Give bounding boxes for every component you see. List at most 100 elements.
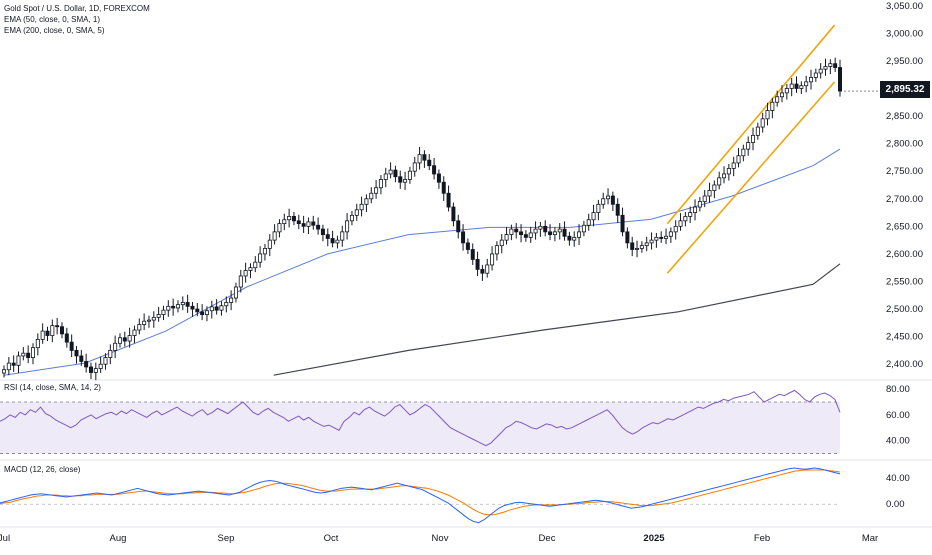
candle-down bbox=[84, 361, 89, 368]
candle-down bbox=[122, 337, 127, 342]
candle-up bbox=[586, 219, 591, 226]
rsi-tick: 80.00 bbox=[886, 384, 910, 395]
candle-down bbox=[88, 366, 93, 373]
candle-up bbox=[736, 155, 741, 164]
candle-up bbox=[760, 118, 765, 128]
candle-down bbox=[200, 311, 205, 315]
candle-down bbox=[838, 67, 843, 92]
candle-up bbox=[40, 330, 45, 340]
candle-up bbox=[253, 261, 258, 269]
candle-up bbox=[209, 306, 214, 312]
candle-down bbox=[610, 195, 615, 205]
candle-up bbox=[417, 154, 422, 164]
candle-down bbox=[195, 308, 200, 313]
candle-up bbox=[146, 319, 151, 322]
x-axis-label: Aug bbox=[110, 533, 127, 544]
candle-down bbox=[461, 231, 466, 244]
candle-up bbox=[707, 190, 712, 197]
candle-up bbox=[364, 198, 369, 205]
candle-up bbox=[30, 347, 35, 358]
candle-down bbox=[446, 192, 451, 208]
macd-tick: 0.00 bbox=[886, 499, 905, 510]
x-axis-label: Oct bbox=[324, 533, 339, 544]
candle-up bbox=[606, 195, 611, 200]
candle-down bbox=[59, 326, 64, 335]
candle-up bbox=[340, 231, 345, 241]
ema50-line bbox=[3, 148, 841, 376]
candle-down bbox=[301, 223, 306, 227]
candle-up bbox=[509, 228, 514, 236]
candle-up bbox=[765, 110, 770, 120]
candle-up bbox=[238, 275, 243, 288]
candle-up bbox=[161, 309, 166, 315]
candle-up bbox=[127, 335, 132, 342]
candle-up bbox=[485, 264, 490, 274]
candle-down bbox=[11, 362, 16, 366]
candle-down bbox=[523, 234, 528, 238]
candle-up bbox=[407, 170, 412, 180]
candle-up bbox=[345, 220, 350, 233]
candle-up bbox=[813, 72, 818, 78]
candle-down bbox=[69, 341, 74, 351]
candle-up bbox=[678, 220, 683, 227]
candle-down bbox=[45, 330, 50, 336]
price-tick: 2,550.00 bbox=[886, 276, 923, 287]
candle-down bbox=[794, 83, 799, 89]
candle-up bbox=[282, 219, 287, 224]
candle-up bbox=[504, 234, 509, 241]
price-tick: 2,750.00 bbox=[886, 166, 923, 177]
last-price-tag: 2,895.32 bbox=[880, 81, 930, 98]
candle-up bbox=[528, 232, 533, 238]
candle-down bbox=[214, 306, 219, 311]
candle-up bbox=[775, 96, 780, 103]
candle-up bbox=[804, 81, 809, 87]
candle-up bbox=[243, 270, 248, 277]
candle-down bbox=[393, 169, 398, 178]
candle-down bbox=[659, 236, 664, 239]
candle-up bbox=[741, 148, 746, 157]
candle-up bbox=[809, 77, 814, 83]
candle-down bbox=[833, 63, 838, 68]
candle-up bbox=[113, 342, 118, 351]
rsi-label: RSI (14, close, SMA, 14, 2) bbox=[4, 383, 101, 392]
candle-up bbox=[499, 239, 504, 247]
price-tick: 2,500.00 bbox=[886, 304, 923, 315]
candle-up bbox=[219, 305, 224, 311]
candle-up bbox=[403, 179, 408, 183]
candle-down bbox=[74, 350, 79, 357]
candle-up bbox=[166, 305, 171, 311]
candle-down bbox=[567, 235, 572, 241]
candle-down bbox=[543, 225, 548, 233]
candle-down bbox=[190, 305, 195, 310]
candle-down bbox=[441, 181, 446, 194]
candle-down bbox=[427, 159, 432, 167]
price-tick: 2,650.00 bbox=[886, 221, 923, 232]
candle-up bbox=[108, 350, 113, 358]
candle-down bbox=[432, 165, 437, 175]
candle-up bbox=[277, 223, 282, 233]
candle-up bbox=[258, 253, 263, 263]
candle-up bbox=[693, 206, 698, 213]
candle-up bbox=[533, 228, 538, 234]
candle-down bbox=[630, 242, 635, 250]
candle-up bbox=[224, 302, 229, 307]
price-tick: 2,450.00 bbox=[886, 332, 923, 343]
x-axis-label: 2025 bbox=[643, 533, 665, 544]
x-axis-label: Mar bbox=[862, 533, 878, 544]
x-axis-label: Nov bbox=[432, 533, 449, 544]
candle-up bbox=[784, 88, 789, 94]
candle-down bbox=[55, 325, 60, 328]
candle-up bbox=[117, 337, 122, 344]
candle-up bbox=[746, 142, 751, 150]
candle-down bbox=[398, 176, 403, 183]
candle-up bbox=[596, 203, 601, 213]
candle-up bbox=[697, 201, 702, 208]
candle-up bbox=[712, 184, 717, 191]
candle-down bbox=[519, 231, 524, 236]
candle-up bbox=[374, 187, 379, 194]
rsi-line bbox=[0, 389, 841, 447]
candle-up bbox=[683, 216, 688, 222]
candle-down bbox=[296, 220, 301, 224]
candle-down bbox=[562, 228, 567, 237]
